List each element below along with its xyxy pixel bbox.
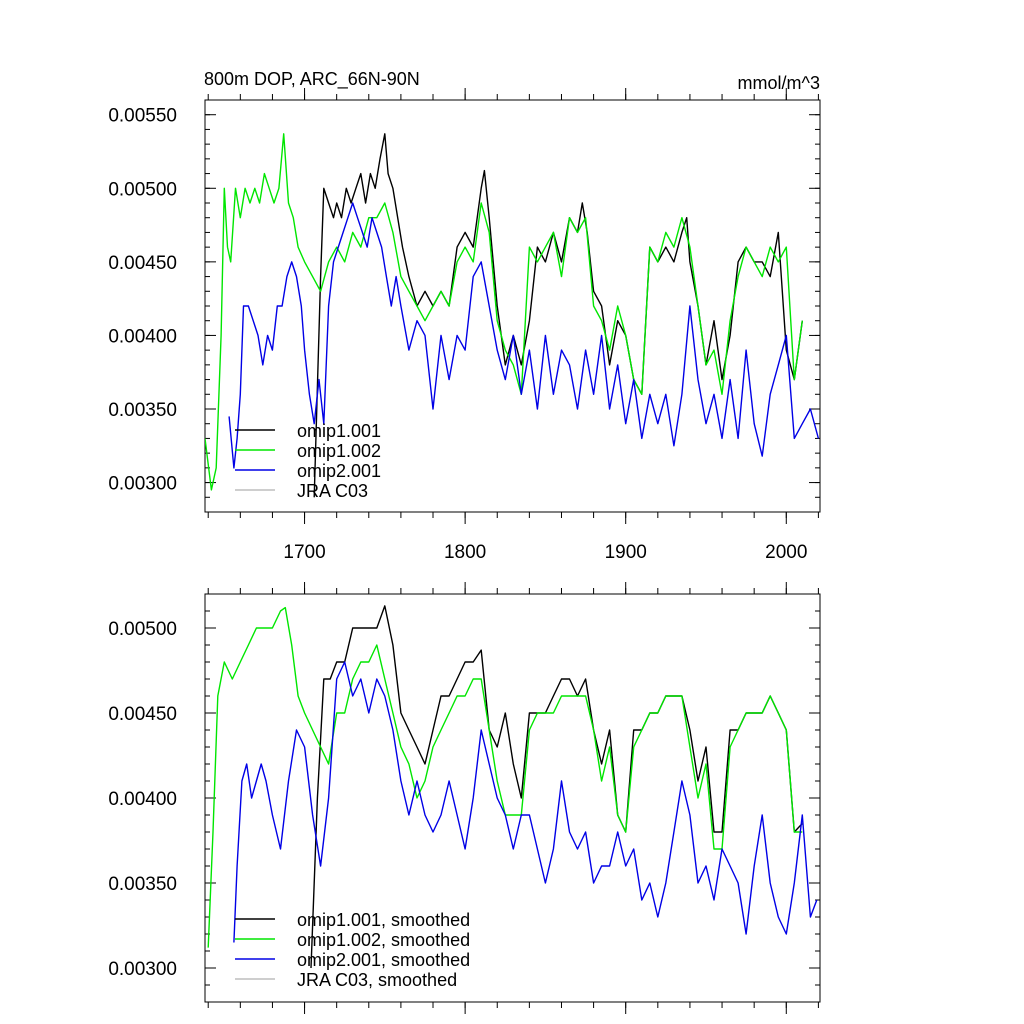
bottom-legend-label: omip1.001, smoothed bbox=[297, 910, 470, 930]
top-legend-label: omip1.002 bbox=[297, 441, 381, 461]
top-legend-label: JRA C03 bbox=[297, 481, 368, 501]
top-panel: 0.00300 0.00350 0.00400 0.00450 0.00500 0.005… bbox=[108, 88, 821, 563]
chart-title: 800m DOP, ARC_66N-90N bbox=[204, 69, 420, 90]
bottom-series-line-1 bbox=[207, 606, 803, 948]
top-series-line-2 bbox=[228, 202, 820, 469]
bottom-y-tick-label: 0.00500 bbox=[108, 619, 177, 640]
top-y-tick-label: 0.00450 bbox=[108, 253, 177, 274]
top-legend-label: omip2.001 bbox=[297, 461, 381, 481]
bottom-legend-label: omip2.001, smoothed bbox=[297, 950, 470, 970]
top-x-tick-label: 2000 bbox=[765, 542, 807, 563]
top-series-line-1 bbox=[205, 133, 803, 491]
bottom-panel: 0.00300 0.00350 0.00400 0.00450 0.00500 omip1… bbox=[108, 582, 821, 1014]
top-series-group bbox=[205, 133, 820, 498]
chart-units: mmol/m^3 bbox=[738, 73, 820, 93]
bottom-legend-label: JRA C03, smoothed bbox=[297, 970, 457, 990]
top-legend-label: omip1.001 bbox=[297, 421, 381, 441]
top-x-tick-label: 1800 bbox=[444, 542, 486, 563]
bottom-y-tick-label: 0.00350 bbox=[108, 874, 177, 895]
top-series-line-0 bbox=[313, 133, 803, 498]
top-y-tick-label: 0.00550 bbox=[108, 106, 177, 127]
top-x-tick-label: 1900 bbox=[605, 542, 647, 563]
top-y-tick-label: 0.00500 bbox=[108, 179, 177, 200]
bottom-y-tick-label: 0.00450 bbox=[108, 704, 177, 725]
top-x-tick-label: 1700 bbox=[283, 542, 325, 563]
bottom-series-line-0 bbox=[310, 605, 803, 969]
top-y-tick-label: 0.00300 bbox=[108, 474, 177, 495]
top-y-tick-label: 0.00350 bbox=[108, 400, 177, 421]
bottom-y-tick-label: 0.00400 bbox=[108, 789, 177, 810]
bottom-legend-label: omip1.002, smoothed bbox=[297, 930, 470, 950]
bottom-series-line-2 bbox=[233, 661, 818, 943]
bottom-series-group bbox=[207, 605, 818, 969]
bottom-y-tick-label: 0.00300 bbox=[108, 959, 177, 980]
top-y-tick-label: 0.00400 bbox=[108, 326, 177, 347]
